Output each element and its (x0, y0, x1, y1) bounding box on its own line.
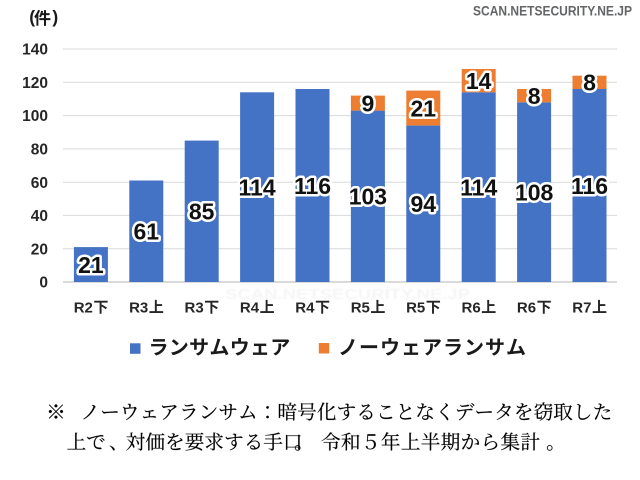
svg-text:114: 114 (460, 175, 497, 201)
svg-text:108: 108 (515, 179, 554, 205)
svg-text:R3: R3 (129, 299, 148, 316)
svg-text:R3: R3 (185, 299, 204, 316)
svg-text:103: 103 (349, 184, 387, 210)
svg-text:85: 85 (189, 199, 215, 225)
svg-text:R5: R5 (406, 299, 425, 316)
svg-text:80: 80 (31, 142, 48, 159)
svg-text:): ) (52, 7, 58, 27)
svg-text:SCAN.NETSECURITY.NE.JP: SCAN.NETSECURITY.NE.JP (474, 5, 633, 20)
svg-text:21: 21 (78, 252, 104, 278)
svg-text:R6: R6 (517, 299, 536, 316)
svg-text:20: 20 (31, 241, 48, 258)
svg-text:114: 114 (239, 175, 276, 201)
svg-text:9: 9 (362, 90, 375, 116)
svg-text:R2: R2 (74, 299, 93, 316)
svg-text:8: 8 (583, 70, 596, 96)
svg-text:R7: R7 (572, 299, 591, 316)
svg-text:R4: R4 (295, 299, 315, 316)
svg-text:94: 94 (411, 191, 437, 217)
svg-text:100: 100 (22, 108, 48, 125)
svg-text:0: 0 (39, 275, 48, 292)
svg-text:61: 61 (134, 219, 160, 245)
svg-text:116: 116 (571, 173, 608, 199)
svg-text:140: 140 (22, 42, 48, 59)
svg-text:120: 120 (22, 75, 48, 92)
svg-text:60: 60 (31, 175, 48, 192)
svg-text:SCAN.NETSECURITY.NE.JP: SCAN.NETSECURITY.NE.JP (473, 4, 632, 19)
svg-text:14: 14 (466, 68, 492, 94)
svg-text:40: 40 (31, 208, 48, 225)
svg-text:116: 116 (294, 173, 331, 199)
svg-text:SCAN.NETSECURITY.NE.JP: SCAN.NETSECURITY.NE.JP (225, 287, 470, 303)
svg-text:8: 8 (528, 83, 541, 109)
svg-text:(: ( (29, 7, 35, 27)
svg-text:R5: R5 (351, 299, 370, 316)
svg-text:21: 21 (411, 95, 437, 121)
svg-text:R4: R4 (240, 299, 260, 316)
svg-text:R6: R6 (462, 299, 481, 316)
